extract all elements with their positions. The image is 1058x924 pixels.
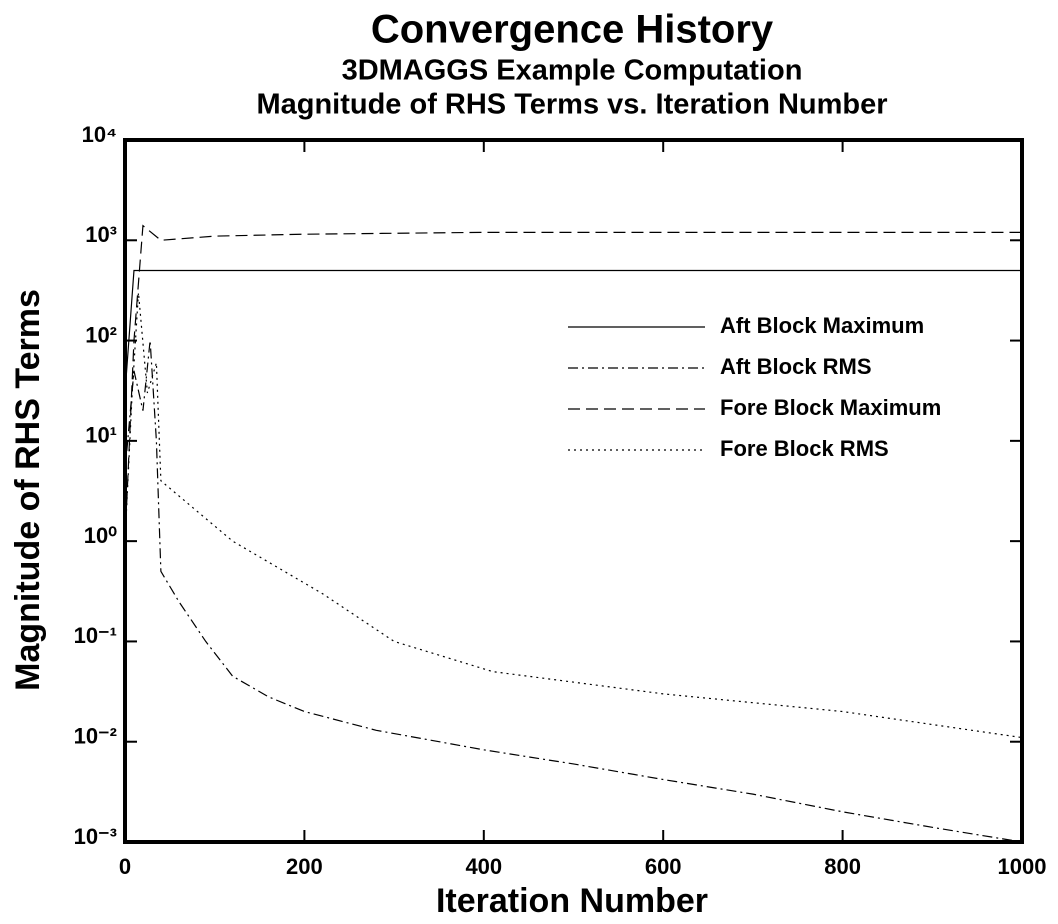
legend-label: Aft Block RMS [720,354,872,379]
legend-label: Aft Block Maximum [720,313,924,338]
series-line [124,292,1023,739]
x-tick-label: 400 [465,854,502,879]
plot-frame [123,138,1024,844]
chart-subtitle: 3DMAGGS Example Computation [342,55,803,87]
y-tick-label: 10⁰ [84,523,117,548]
y-tick-label: 10¹ [85,423,117,448]
legend-label: Fore Block Maximum [720,395,941,420]
chart-title: Convergence History [371,8,774,52]
series-line [124,340,1023,843]
y-tick-label: 10⁻² [74,724,117,749]
series-line [124,224,1022,542]
legend-label: Fore Block RMS [720,436,889,461]
series-line [124,269,1022,394]
y-tick-label: 10⁻³ [74,824,117,849]
x-tick-label: 200 [286,854,323,879]
y-tick-label: 10⁴ [82,122,117,147]
x-axis-label: Iteration Number [436,882,708,920]
y-tick-label: 10² [85,322,117,347]
y-tick-label: 10³ [85,222,117,247]
x-tick-label: 800 [824,854,861,879]
x-tick-label: 0 [119,854,131,879]
y-tick-label: 10⁻¹ [74,623,117,648]
x-tick-label: 600 [645,854,682,879]
x-tick-label: 1000 [998,854,1047,879]
y-axis-label: Magnitude of RHS Terms [9,289,47,691]
chart-subtitle: Magnitude of RHS Terms vs. Iteration Num… [256,89,887,121]
